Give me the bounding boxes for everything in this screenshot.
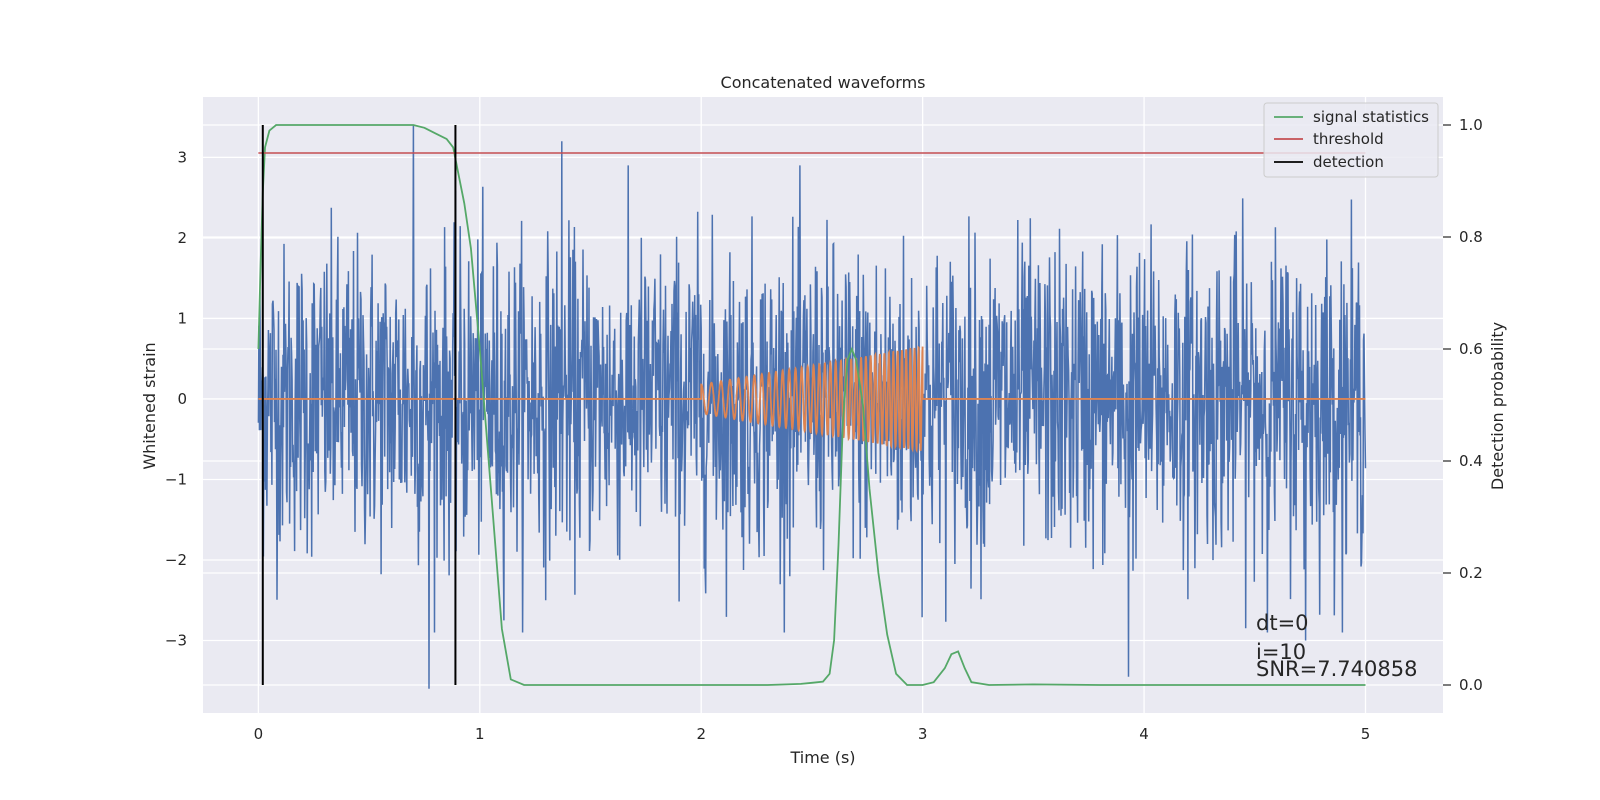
left-y-tick-label: −2 <box>165 551 187 569</box>
x-tick-label: 2 <box>696 725 706 743</box>
x-axis-ticks: 0 1 2 3 4 5 <box>254 725 1371 743</box>
right-y-tick-label: 0.0 <box>1459 676 1483 694</box>
left-y-tick-label: 0 <box>177 390 187 408</box>
detection-lines <box>261 125 457 685</box>
plot-content <box>257 124 1367 689</box>
legend-label-signal-statistics: signal statistics <box>1313 108 1429 126</box>
left-y-tick-label: 1 <box>177 309 187 327</box>
x-tick-label: 5 <box>1361 725 1371 743</box>
right-y-tick-label: 1.0 <box>1459 116 1483 134</box>
left-y-tick-label: 3 <box>177 148 187 166</box>
x-tick-label: 3 <box>918 725 928 743</box>
annotation-snr: SNR=7.740858 <box>1256 657 1417 681</box>
annotation-dt: dt=0 <box>1256 611 1309 635</box>
left-y-tick-label: −1 <box>165 470 187 488</box>
legend-label-detection: detection <box>1313 153 1384 171</box>
right-y-tick-label: 0.8 <box>1459 228 1483 246</box>
left-y-tick-label: −3 <box>165 632 187 650</box>
right-y-axis-ticks: 0.0 0.2 0.4 0.6 0.8 1.0 <box>1443 116 1483 694</box>
legend-label-threshold: threshold <box>1313 130 1384 148</box>
injected-waveform-line <box>258 345 1366 454</box>
x-axis-label: Time (s) <box>789 748 855 767</box>
right-y-tick-label: 0.6 <box>1459 340 1483 358</box>
left-y-axis-ticks: −3 −2 −1 0 1 2 3 <box>165 148 187 649</box>
legend: signal statistics threshold detection <box>1263 102 1439 178</box>
left-y-tick-label: 2 <box>177 229 187 247</box>
annotation-index: i=10 <box>1256 640 1306 664</box>
x-tick-label: 4 <box>1139 725 1149 743</box>
right-y-axis-label: Detection probability <box>1488 322 1507 490</box>
legend-box <box>1263 102 1439 178</box>
signal-statistics-line <box>257 124 1366 686</box>
right-y-tick-label: 0.4 <box>1459 452 1483 470</box>
right-y-tick-label: 0.2 <box>1459 564 1483 582</box>
x-tick-label: 0 <box>254 725 264 743</box>
left-y-axis-label: Whitened strain <box>140 342 159 469</box>
x-tick-label: 1 <box>475 725 485 743</box>
chart-title: Concatenated waveforms <box>721 73 926 92</box>
